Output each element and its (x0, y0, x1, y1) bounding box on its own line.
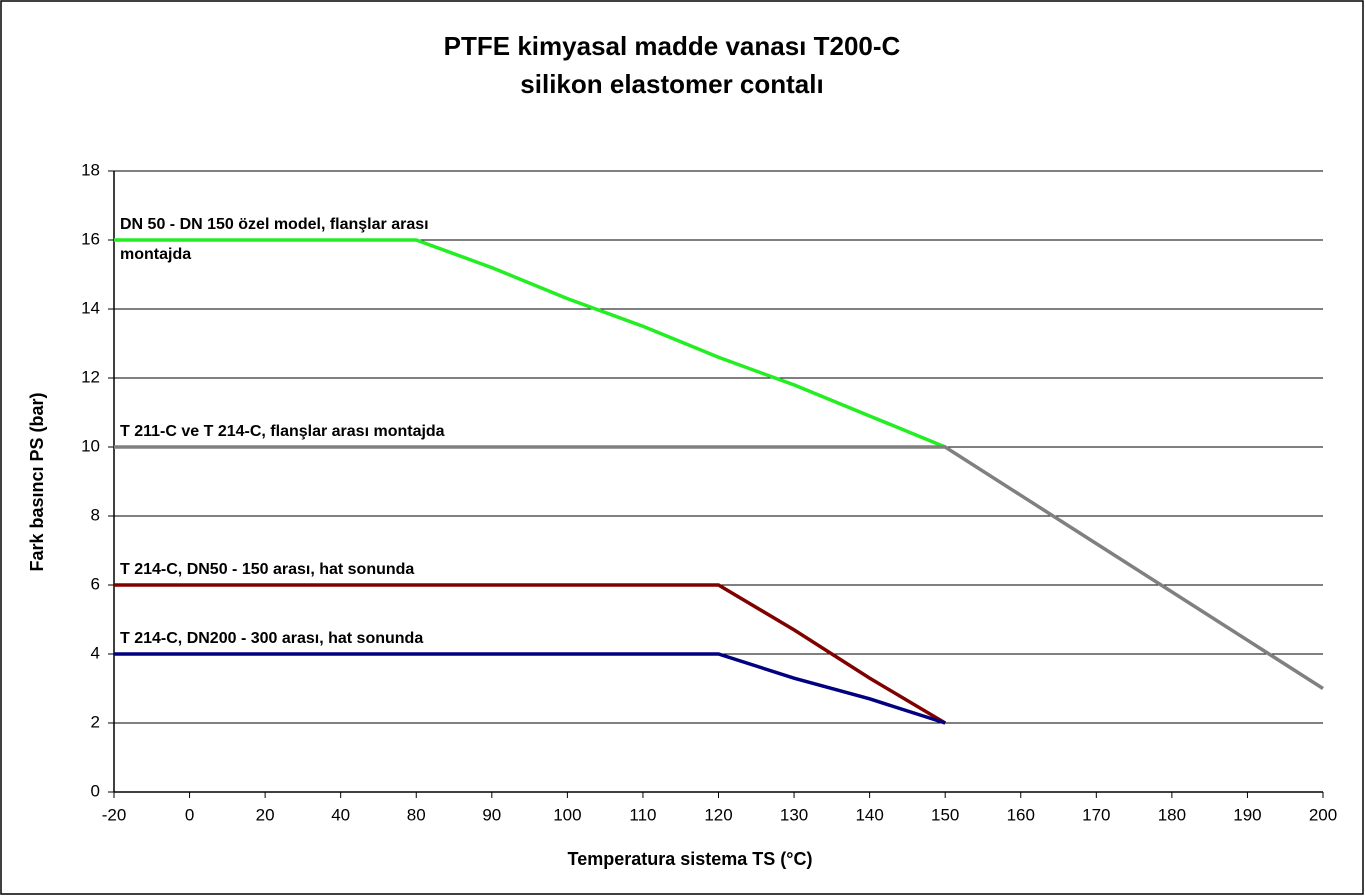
series-label: T 214-C, DN50 - 150 arası, hat sonunda (120, 561, 415, 578)
x-tick-label: 40 (331, 805, 350, 824)
y-tick-label: 16 (81, 229, 100, 248)
y-tick-label: 10 (81, 436, 100, 455)
x-tick-label: 100 (553, 805, 581, 824)
series-line (114, 583, 947, 725)
x-tick-label: 180 (1158, 805, 1186, 824)
y-tick-label: 18 (81, 160, 100, 179)
x-tick-label: 170 (1082, 805, 1110, 824)
y-axis-label: Fark basıncı PS (bar) (27, 392, 47, 571)
x-tick-label: 90 (482, 805, 501, 824)
x-tick-label: 80 (407, 805, 426, 824)
x-tick-label: 160 (1007, 805, 1035, 824)
x-axis-label: Temperatura sistema TS (°C) (568, 849, 813, 869)
series-label-text: T 211-C ve T 214-C, flanşlar arası monta… (120, 423, 445, 440)
series-label-text: T 214-C, DN50 - 150 arası, hat sonunda (120, 561, 415, 578)
y-tick-label: 8 (91, 505, 100, 524)
x-tick-label: 130 (780, 805, 808, 824)
chart-subtitle: silikon elastomer contalı (520, 69, 823, 99)
x-tick-label: 20 (256, 805, 275, 824)
y-tick-label: 14 (81, 298, 100, 317)
y-tick-label: 6 (91, 574, 100, 593)
series-line (114, 445, 1324, 690)
series-line (114, 652, 946, 725)
x-tick-label: 140 (855, 805, 883, 824)
chart-title: PTFE kimyasal madde vanası T200-C (444, 31, 901, 61)
x-tick-label: 120 (704, 805, 732, 824)
series-label-text: T 214-C, DN200 - 300 arası, hat sonunda (120, 630, 424, 647)
x-tick-label: 0 (185, 805, 194, 824)
y-tick-label: 12 (81, 367, 100, 386)
x-tick-label: 200 (1309, 805, 1337, 824)
x-tick-label: 190 (1233, 805, 1261, 824)
y-tick-label: 2 (91, 712, 100, 731)
y-tick-label: 4 (91, 643, 100, 662)
series-label: DN 50 - DN 150 özel model, flanşlar aras… (120, 216, 429, 263)
x-tick-label: 110 (629, 805, 656, 824)
y-tick-label: 0 (91, 781, 100, 800)
x-tick-label: -20 (102, 805, 127, 824)
series-line (114, 238, 946, 449)
series-label: T 214-C, DN200 - 300 arası, hat sonunda (120, 630, 424, 647)
series-label: T 211-C ve T 214-C, flanşlar arası monta… (120, 423, 445, 440)
x-tick-label: 150 (931, 805, 959, 824)
series-label-text: DN 50 - DN 150 özel model, flanşlar aras… (120, 216, 429, 263)
